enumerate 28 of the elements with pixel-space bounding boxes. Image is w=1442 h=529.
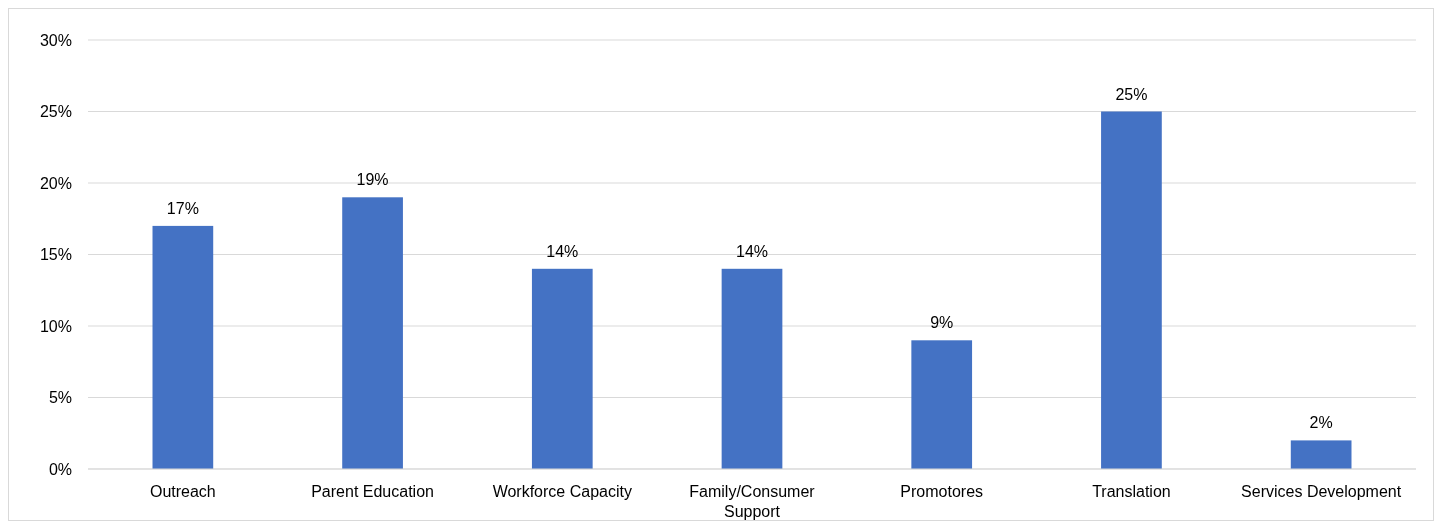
- data-label: 17%: [166, 199, 199, 217]
- x-tick-label: Parent Education: [311, 483, 434, 500]
- x-tick-label: Family/Consumer Support: [689, 483, 816, 520]
- data-label: 25%: [1115, 85, 1148, 103]
- y-tick-label: 15%: [39, 246, 72, 264]
- bar: [1101, 111, 1162, 469]
- bar: [1290, 440, 1352, 469]
- bar: [911, 340, 973, 469]
- data-label: 19%: [356, 171, 389, 189]
- y-tick-label: 5%: [48, 389, 72, 407]
- y-tick-label: 10%: [39, 317, 72, 335]
- bar: [342, 197, 403, 469]
- data-label: 9%: [930, 314, 954, 332]
- bar: [721, 268, 783, 469]
- data-label: 2%: [1309, 414, 1333, 432]
- x-tick-label: Translation: [1092, 483, 1171, 500]
- y-tick-label: 0%: [48, 460, 72, 478]
- y-tick-label: 30%: [39, 31, 72, 49]
- data-label: 14%: [546, 242, 579, 260]
- x-tick-label: Promotores: [900, 483, 984, 500]
- bar: [152, 225, 214, 469]
- y-tick-label: 20%: [39, 174, 72, 192]
- bar: [531, 268, 593, 469]
- x-tick-label: Outreach: [149, 483, 216, 500]
- x-tick-label: Services Development: [1241, 483, 1402, 500]
- x-tick-label: Workforce Capacity: [492, 483, 632, 500]
- y-tick-label: 25%: [39, 103, 72, 121]
- data-label: 14%: [735, 242, 769, 260]
